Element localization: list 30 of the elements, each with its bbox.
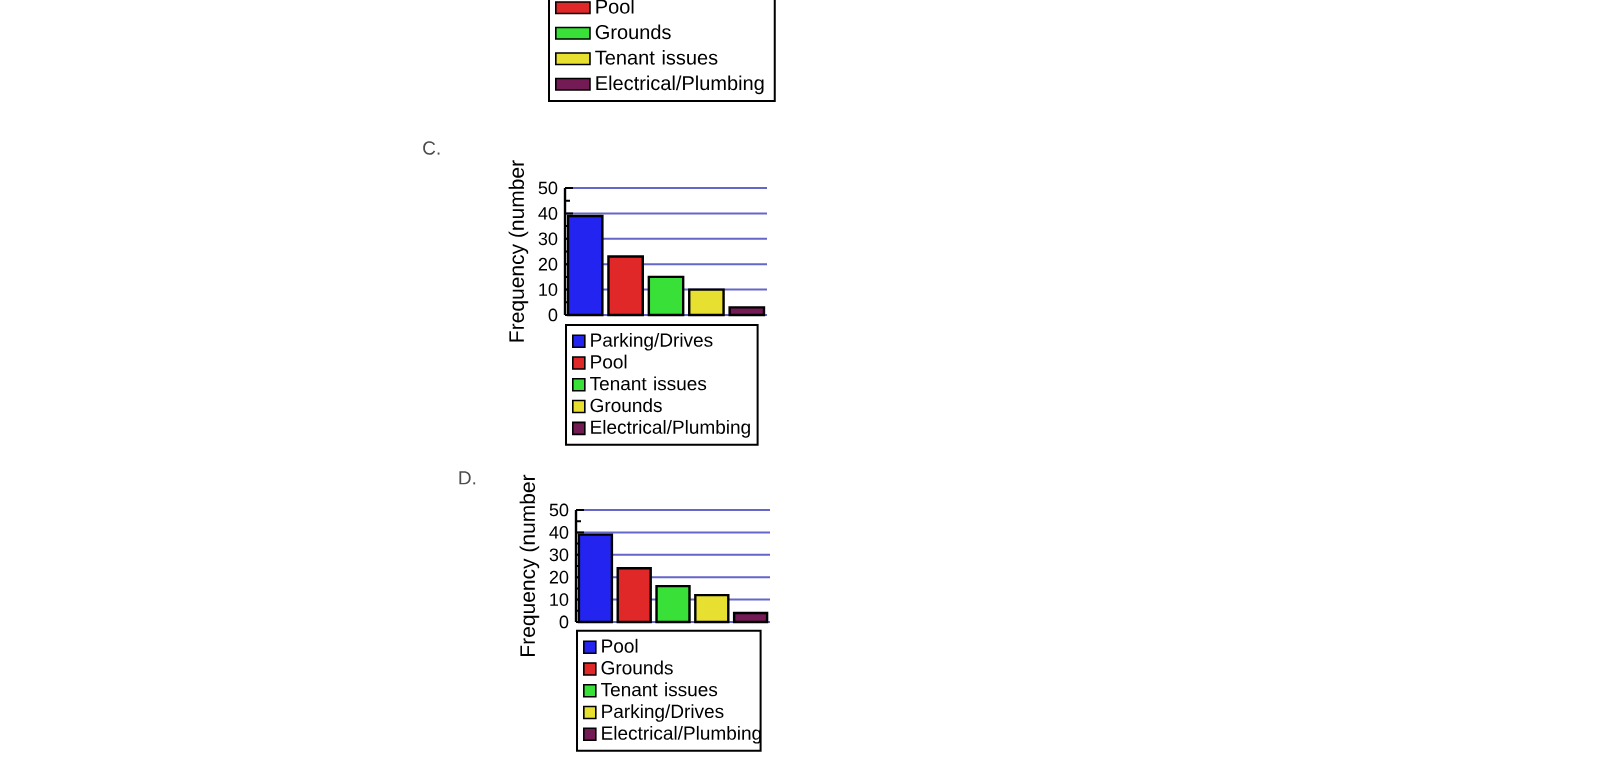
legend-label: Electrical/Plumbing [596,75,764,95]
y-tick-label: 20 [538,257,558,271]
legend-label: Grounds [595,24,671,40]
chart-title: D. [459,471,476,485]
legend-label: Pool [602,638,638,653]
y-tick-label: 10 [539,283,558,296]
legend-label: Grounds [601,660,673,675]
y-tick-label: 50 [549,503,569,517]
legend-label: Electrical/Plumbing [602,725,761,744]
y-tick-label: 0 [559,615,569,629]
y-tick-label: 20 [549,570,569,584]
y-axis-title: Frequency (number [519,474,540,656]
chart-title: C. [423,141,440,155]
legend-label: Pool [596,0,634,14]
legend-label: Grounds [590,398,662,413]
y-tick-label: 40 [549,526,569,539]
y-tick-label: 30 [538,232,558,246]
legend-label: Pool [591,354,627,369]
legend-label: Parking/Drives [602,704,724,722]
y-tick-label: 50 [538,181,558,195]
legend-label: Parking/Drives [591,332,713,351]
y-tick-label: 10 [550,593,569,606]
legend-label: Tenant issues [595,50,718,65]
legend-label: Tenant issues [601,682,718,697]
y-tick-label: 0 [548,308,558,322]
y-axis-title: Frequency (number [508,160,529,342]
y-tick-label: 30 [549,548,569,562]
legend-label: Tenant issues [590,376,707,391]
y-tick-label: 40 [538,207,558,220]
legend-label: Electrical/Plumbing [591,419,750,438]
